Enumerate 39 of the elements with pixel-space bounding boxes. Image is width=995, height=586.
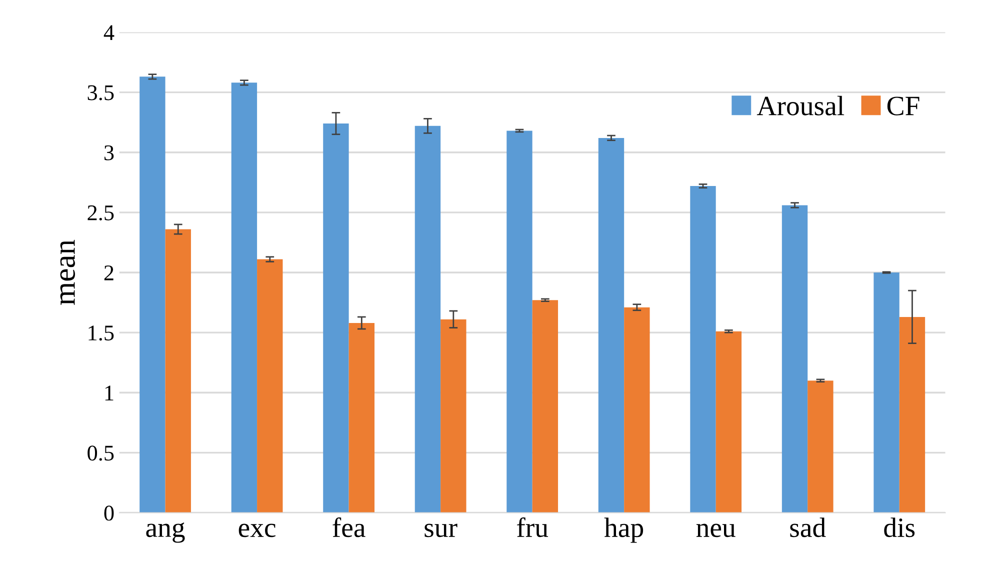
y-tick-label: 2 xyxy=(104,265,114,280)
bar xyxy=(348,322,374,513)
y-tick-label: 1 xyxy=(105,386,114,400)
legend-label: Arousal xyxy=(756,96,844,116)
y-tick-label: 0.5 xyxy=(88,446,114,461)
bar xyxy=(231,82,258,513)
y-tick-label: 4 xyxy=(104,25,114,40)
bar xyxy=(624,307,650,513)
x-tick-label: exc xyxy=(238,524,276,538)
y-tick-label: 1.5 xyxy=(88,326,114,341)
y-tick-label: 3.5 xyxy=(88,85,114,100)
x-tick-label: sur xyxy=(424,524,458,538)
bar xyxy=(899,316,926,513)
bar xyxy=(140,76,166,513)
x-tick-label: neu xyxy=(696,524,736,538)
x-tick-label: dis xyxy=(884,518,915,538)
x-tick-label: ang xyxy=(146,522,185,543)
y-tick-label: 2.5 xyxy=(88,205,114,220)
bar xyxy=(323,124,349,513)
bar xyxy=(690,186,716,513)
y-tick-label: 3 xyxy=(104,145,114,160)
bar xyxy=(808,380,834,513)
legend-label: CF xyxy=(887,96,920,116)
bar xyxy=(257,259,283,513)
bar xyxy=(506,130,532,513)
bar xyxy=(532,300,558,513)
bar xyxy=(440,319,466,513)
x-tick-label: fru xyxy=(516,517,548,538)
y-axis-title: mean xyxy=(60,240,75,305)
bar xyxy=(598,138,624,513)
bar xyxy=(782,205,808,513)
bar xyxy=(874,272,900,513)
y-tick-label: 0 xyxy=(104,506,114,521)
bar xyxy=(165,229,191,513)
bar xyxy=(414,126,441,513)
x-tick-label: hap xyxy=(604,518,644,543)
bar xyxy=(716,331,742,513)
x-tick-label: fea xyxy=(332,517,366,538)
x-tick-label: sad xyxy=(790,518,826,538)
